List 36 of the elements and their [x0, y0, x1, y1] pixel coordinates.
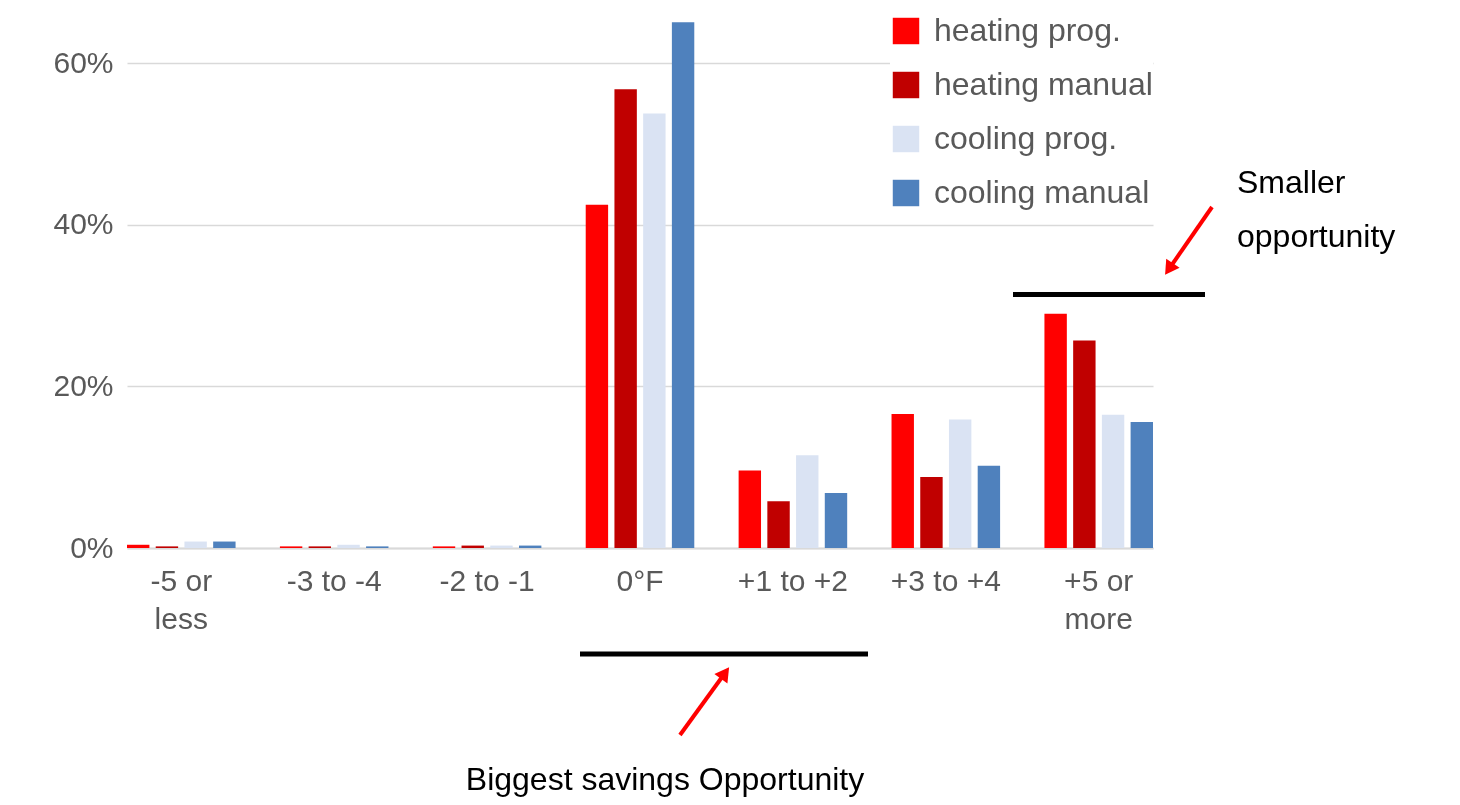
legend-label: cooling manual — [934, 174, 1150, 210]
bar — [891, 413, 914, 548]
x-tick-label: -2 to -1 — [439, 563, 535, 597]
bar — [1073, 340, 1096, 548]
y-tick-label: 20% — [53, 368, 114, 402]
bar — [1101, 414, 1125, 548]
bar — [585, 204, 609, 548]
bar — [738, 470, 762, 548]
bar — [796, 455, 819, 548]
bar — [184, 541, 207, 548]
x-tick-label: +1 to +2 — [737, 563, 848, 597]
y-tick-label: 0% — [70, 530, 114, 564]
bar — [671, 22, 695, 548]
bar — [977, 465, 1001, 548]
legend-label: heating prog. — [934, 12, 1121, 48]
bar — [213, 541, 236, 548]
text: Biggest savings Opportunity — [465, 761, 865, 797]
bar — [1044, 313, 1067, 548]
bar — [127, 544, 150, 548]
bar — [824, 493, 848, 548]
x-tick-label: -3 to -4 — [286, 563, 382, 597]
bar — [614, 89, 637, 548]
ref-line-label: Smaller opportunity — [1237, 164, 1396, 254]
bar — [643, 113, 666, 548]
bar — [767, 501, 790, 548]
x-tick-label: +3 to +4 — [890, 563, 1001, 597]
legend-label: heating manual — [934, 66, 1153, 102]
x-tick-label: -5 or less — [150, 563, 213, 635]
y-tick-label: 40% — [53, 207, 114, 241]
bar — [1130, 422, 1153, 548]
x-tick-label: +5 or more — [1064, 563, 1134, 635]
y-tick-label: 60% — [53, 45, 114, 79]
bar — [948, 419, 972, 548]
x-tick-label: 0°F — [616, 563, 664, 597]
legend-label: cooling prog. — [934, 120, 1118, 156]
bar — [920, 476, 943, 548]
